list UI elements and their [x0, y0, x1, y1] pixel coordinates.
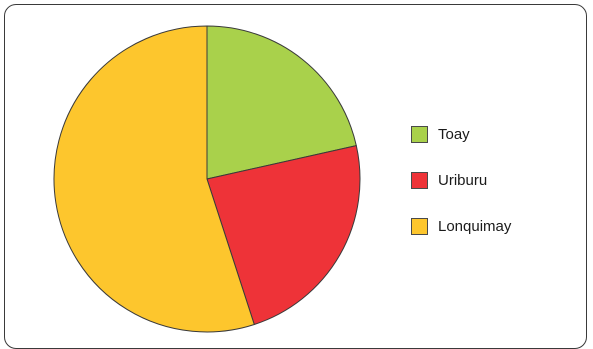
legend-swatch — [411, 217, 428, 235]
legend-label: Uriburu — [438, 171, 488, 189]
legend-label: Toay — [438, 125, 470, 143]
pie-slice-lonquimay — [53, 25, 255, 333]
legend: Toay Uriburu Lonquimay — [411, 124, 511, 262]
pie-slice-toay — [206, 25, 357, 180]
legend-item-toay: Toay — [411, 124, 511, 144]
legend-item-lonquimay: Lonquimay — [411, 216, 511, 236]
legend-swatch — [411, 125, 428, 143]
pie-slice-uriburu — [206, 145, 361, 326]
legend-item-uriburu: Uriburu — [411, 170, 511, 190]
legend-label: Lonquimay — [438, 217, 512, 235]
pie-chart — [53, 25, 361, 333]
legend-swatch — [411, 171, 428, 189]
